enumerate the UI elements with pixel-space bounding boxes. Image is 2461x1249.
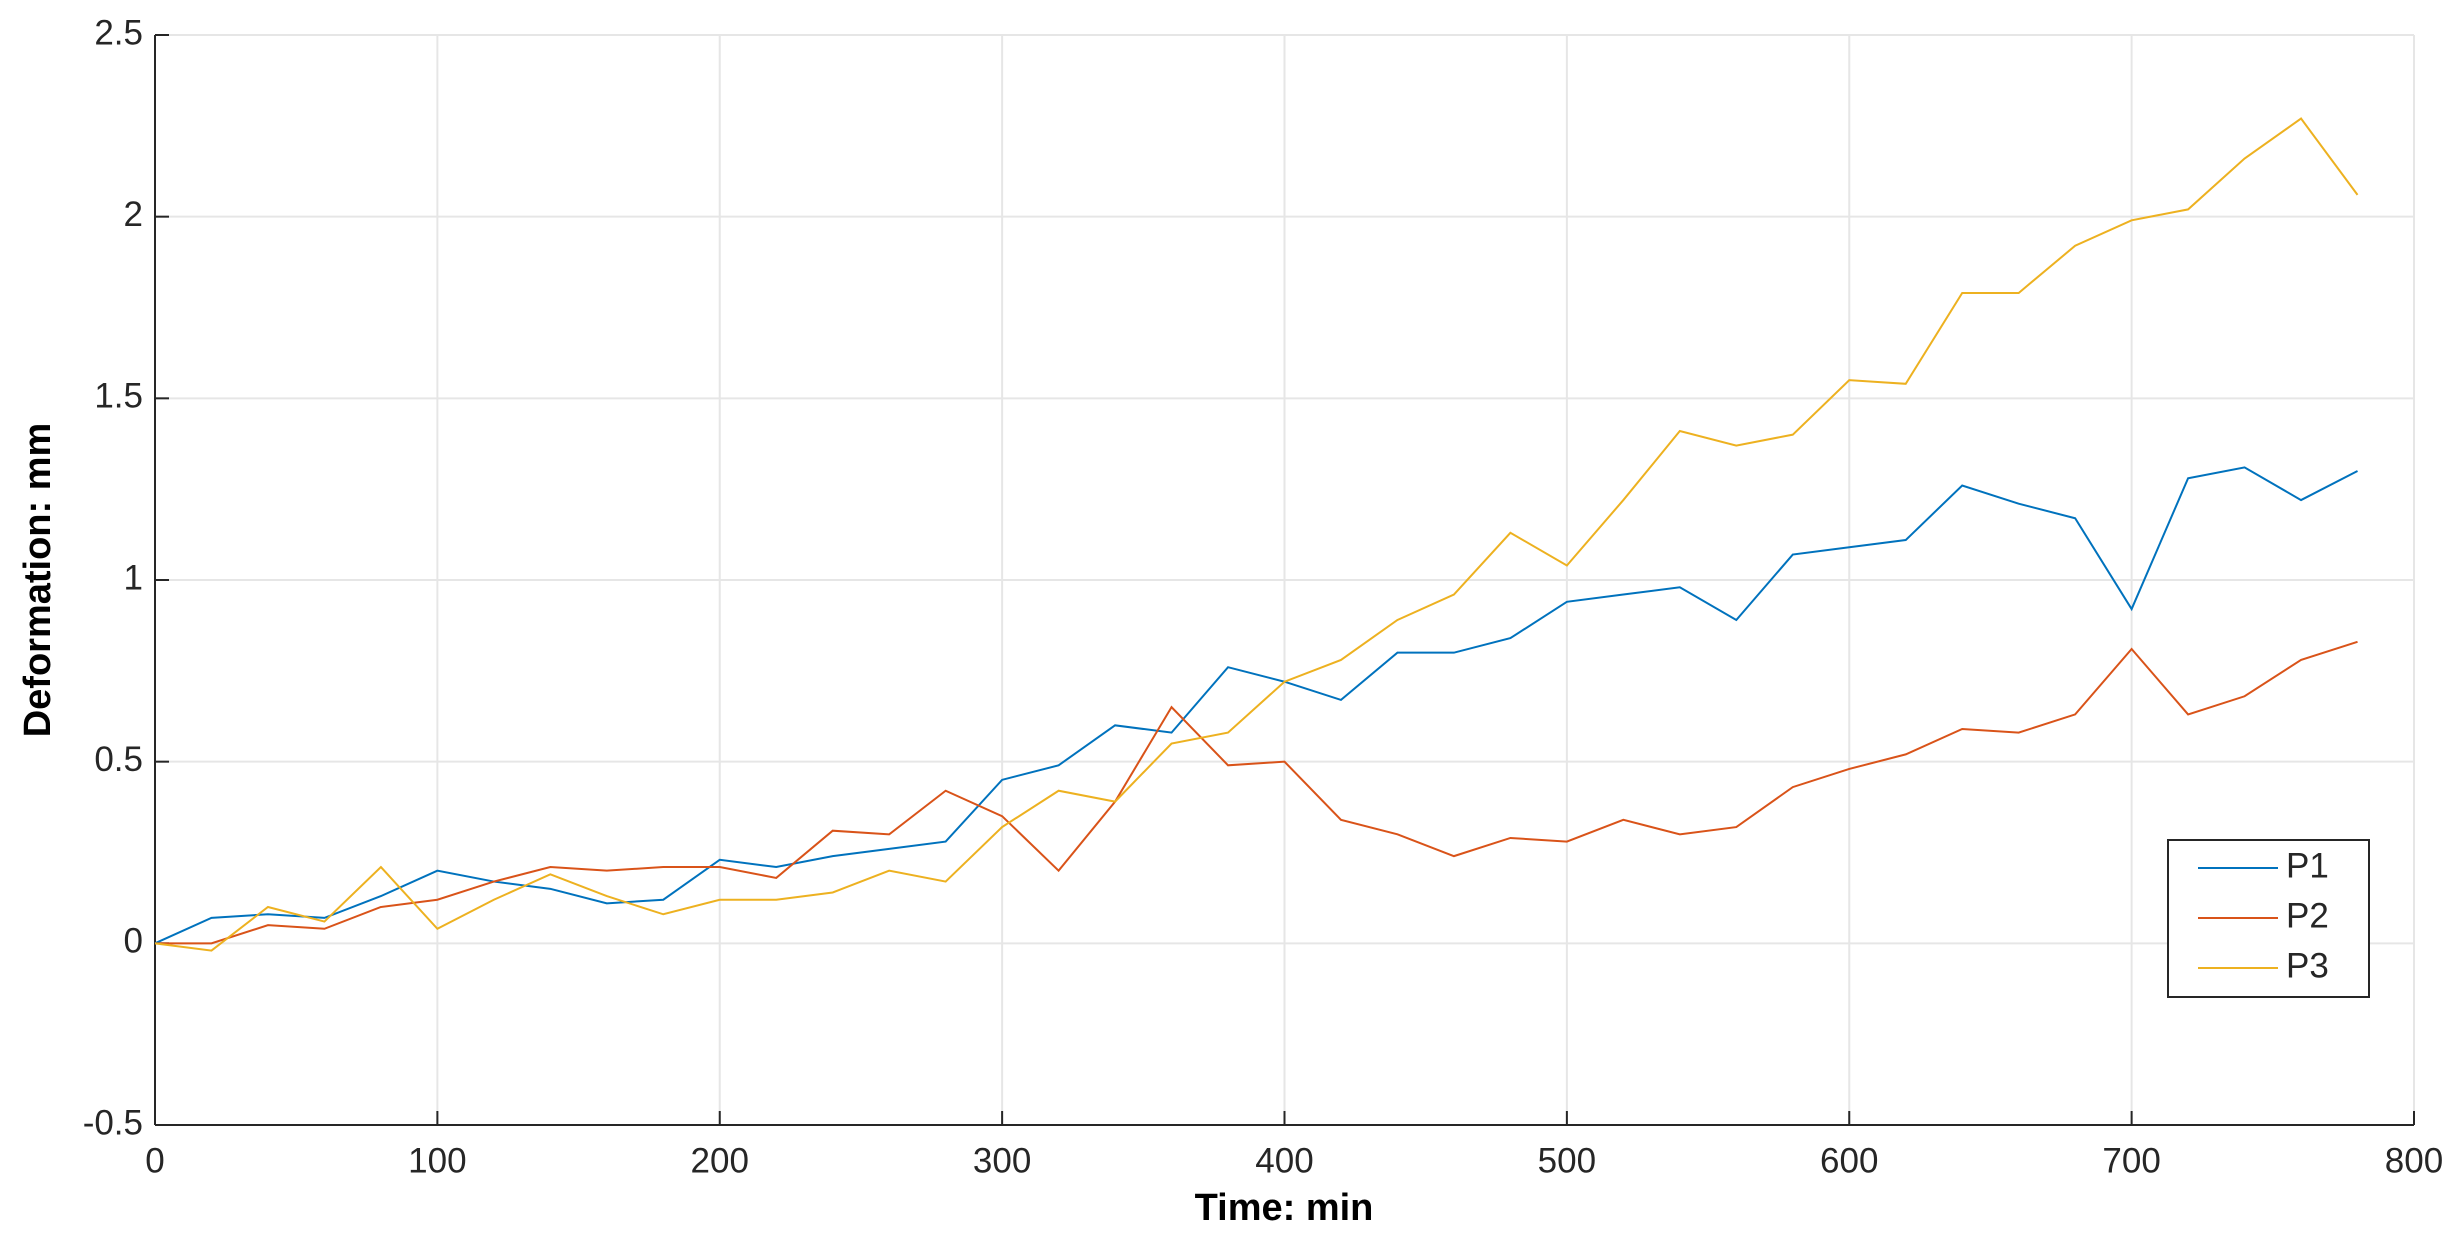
y-tick-label: 2.5 xyxy=(94,13,143,52)
x-tick-label: 400 xyxy=(1255,1141,1313,1180)
x-tick-label: 500 xyxy=(1538,1141,1596,1180)
y-tick-label: 1 xyxy=(124,558,143,597)
x-tick-label: 300 xyxy=(973,1141,1031,1180)
y-tick-label: -0.5 xyxy=(83,1103,143,1142)
y-tick-label: 2 xyxy=(124,195,143,234)
series-line xyxy=(154,466,2358,945)
legend-label: P3 xyxy=(2286,946,2329,985)
x-axis-label: Time: min xyxy=(1195,1187,1374,1229)
legend: P1 P2 P3 xyxy=(2167,839,2370,998)
legend-label: P2 xyxy=(2286,896,2329,935)
x-tick-label: 0 xyxy=(145,1141,164,1180)
x-tick-label: 100 xyxy=(408,1141,466,1180)
x-tick-label: 800 xyxy=(2385,1141,2443,1180)
x-tick-label: 600 xyxy=(1820,1141,1878,1180)
y-axis-label: Deformation: mm xyxy=(17,423,59,738)
y-tick-label: 0 xyxy=(124,922,143,961)
y-tick-label: 1.5 xyxy=(94,377,143,416)
series-line xyxy=(154,117,2359,952)
series-line xyxy=(155,640,2358,945)
x-tick-label: 700 xyxy=(2102,1141,2160,1180)
x-tick-label: 200 xyxy=(691,1141,749,1180)
legend-label: P1 xyxy=(2286,846,2329,885)
y-tick-label: 0.5 xyxy=(94,740,143,779)
